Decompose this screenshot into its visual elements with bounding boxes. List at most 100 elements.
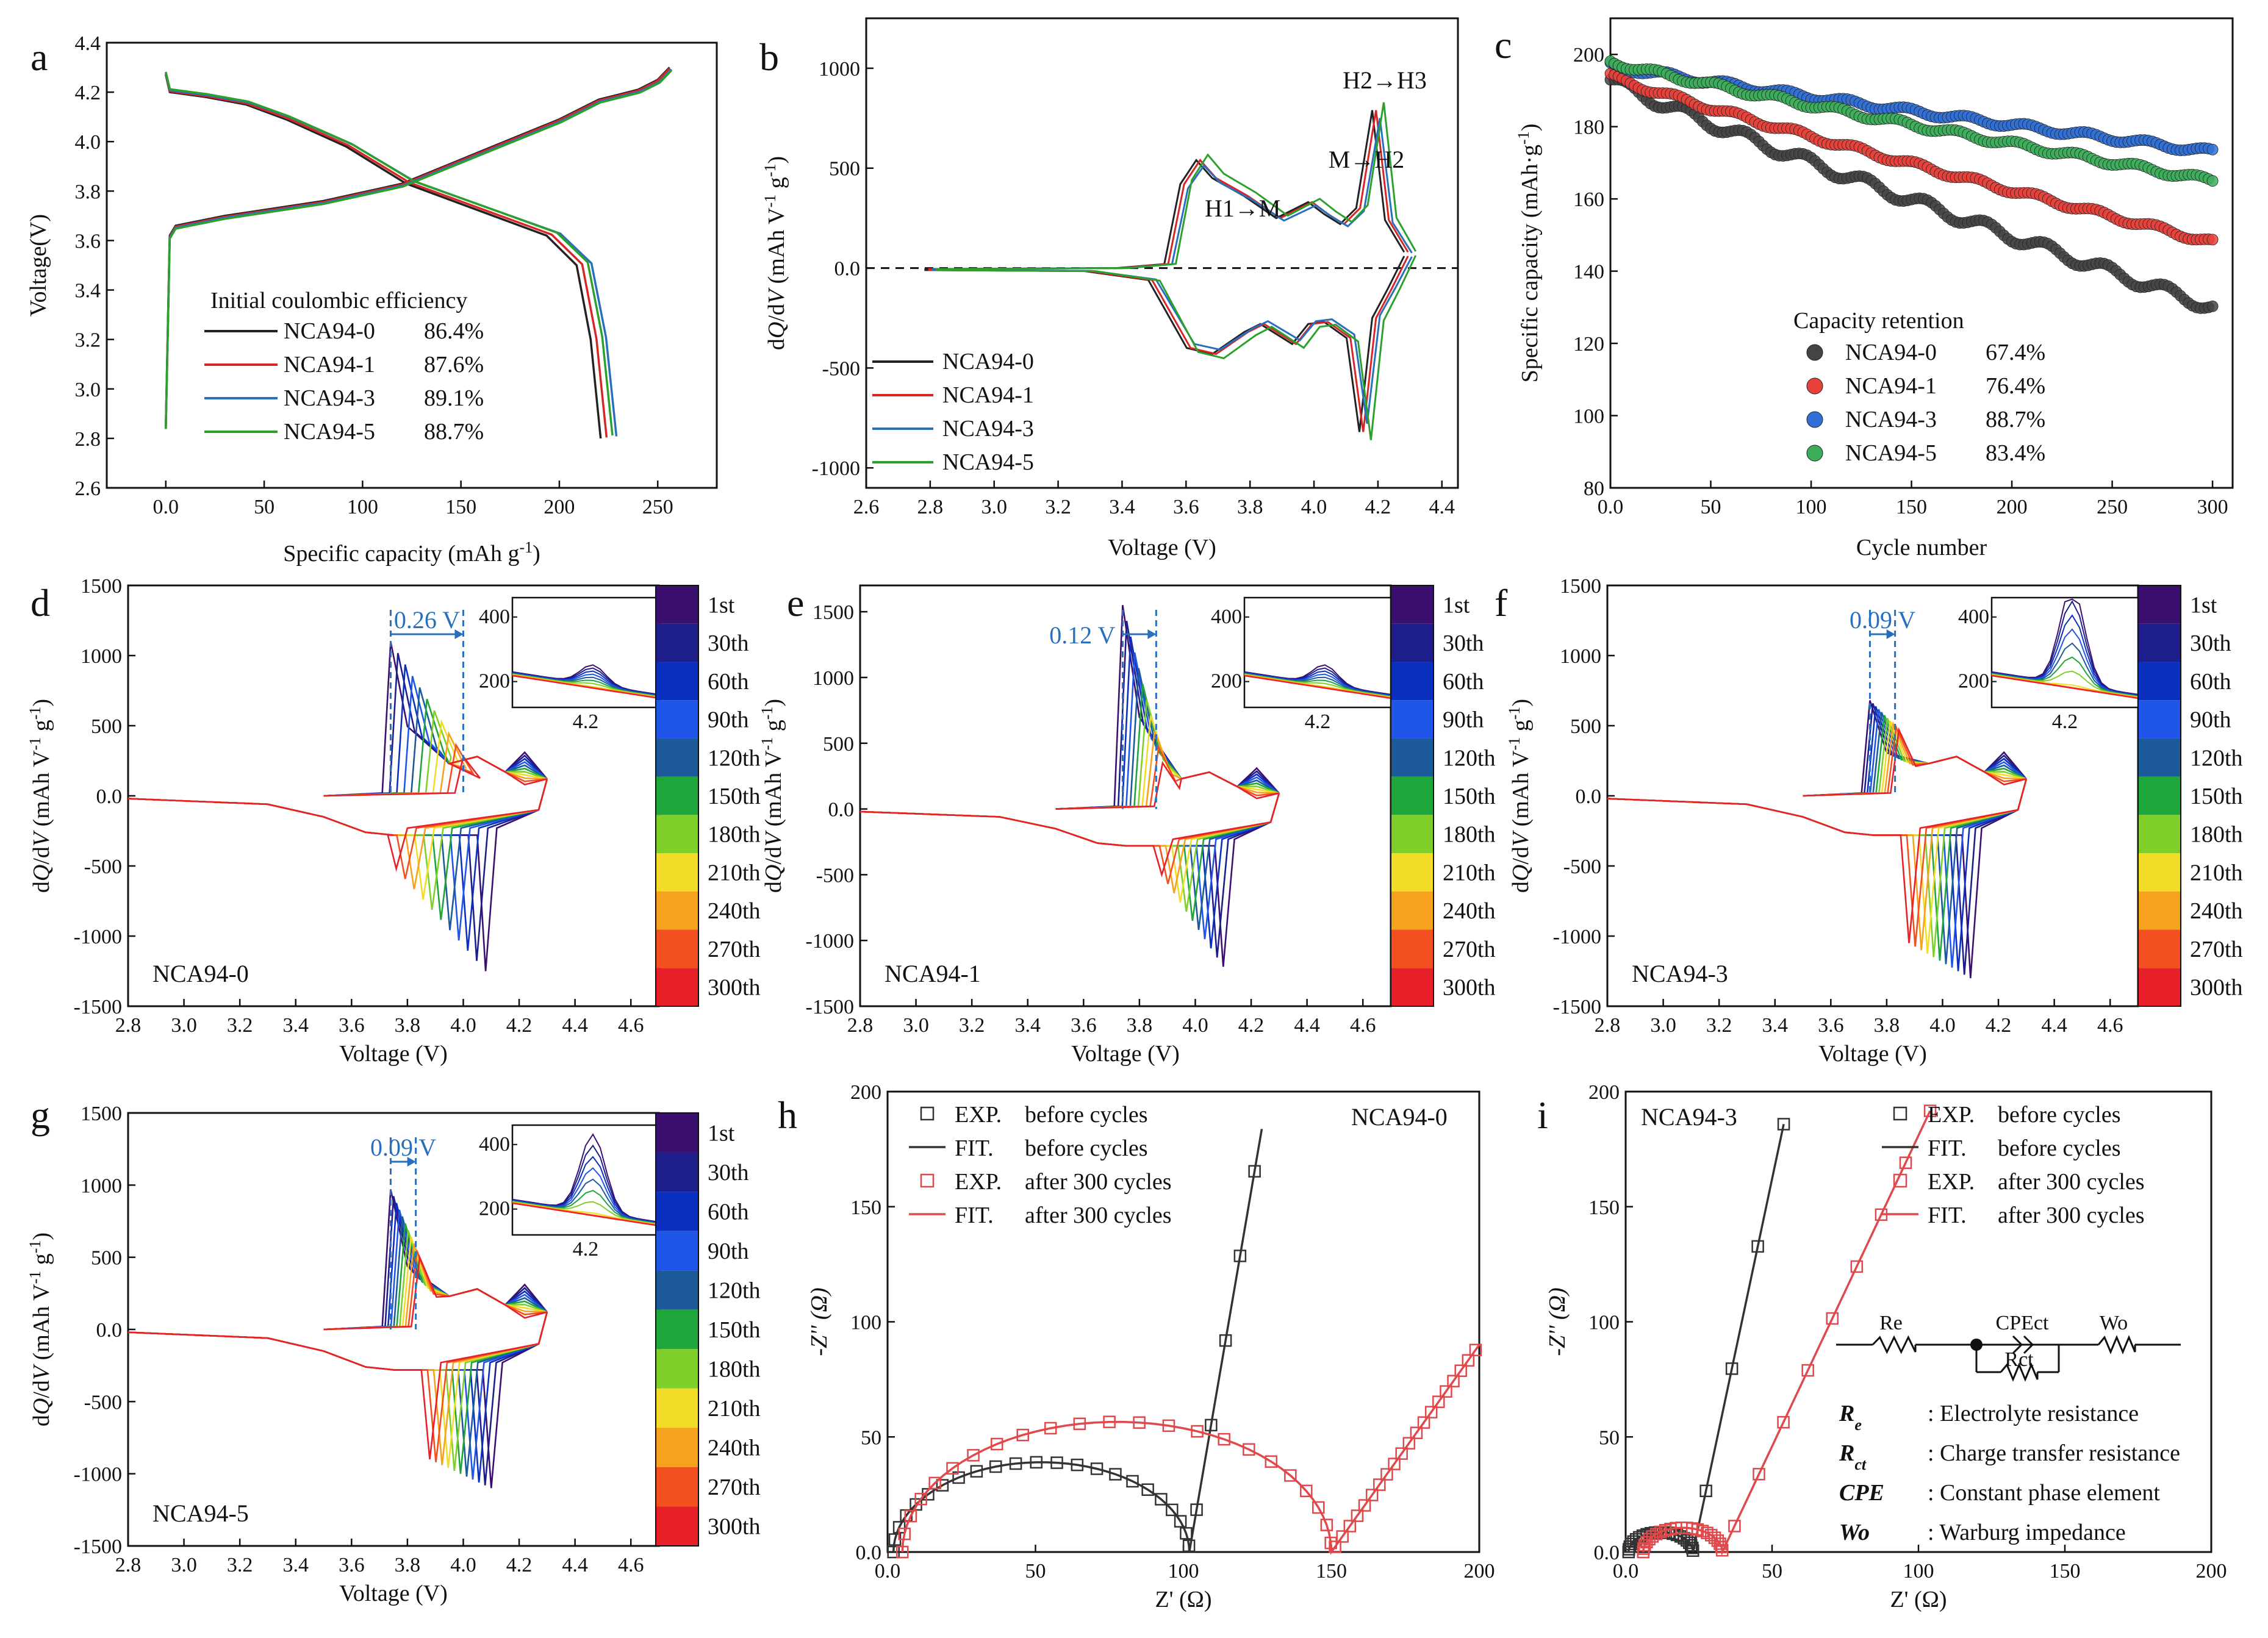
charge-curve: [323, 1254, 548, 1331]
colorbar-segment: [656, 853, 698, 892]
panel-h: 0.0 50 100 150 200 0.0 50 100 150 200 h -Z'' (Ω) Z' …: [778, 1081, 1495, 1612]
x-axis-label-part: Z' (Ω): [1890, 1587, 1947, 1612]
y-axis-label-part: d: [764, 338, 789, 350]
colorbar-segment: [656, 1467, 698, 1507]
charge-curve: [165, 70, 673, 429]
x-tick-label: 200: [1464, 1560, 1495, 1583]
y-tick-label: 50: [861, 1426, 881, 1449]
x-tick-label: 4.0: [1929, 1014, 1956, 1037]
colorbar-label: 90th: [2190, 707, 2231, 733]
data-point: [1071, 1458, 1084, 1472]
inset-tick-label: 400: [1958, 606, 1989, 628]
x-tick-label: 3.0: [903, 1014, 929, 1037]
plot-frame: [1609, 17, 2234, 489]
colorbar-label: 210th: [1443, 860, 1496, 885]
discharge-curve: [127, 779, 548, 910]
y-axis-label-part: ): [761, 699, 786, 707]
colorbar-segment: [1391, 929, 1434, 968]
colorbar-label: 60th: [2190, 669, 2231, 695]
discharge-curve: [127, 779, 548, 941]
y-tick-label: -500: [816, 864, 854, 887]
x-tick-label: 0.0: [875, 1560, 901, 1583]
shift-arrowhead: [407, 1157, 416, 1167]
data-point: [1454, 1364, 1467, 1377]
colorbar-label: 240th: [2190, 898, 2243, 924]
x-tick-label: 100: [347, 496, 378, 518]
x-axis-label-part: Voltage (V): [1818, 1041, 1927, 1067]
data-point: [928, 1476, 941, 1490]
colorbar-segment: [1391, 968, 1434, 1006]
colorbar-segment: [656, 891, 698, 930]
y-axis-label-part: V: [764, 287, 789, 304]
y-axis-label-part: /d: [764, 304, 789, 322]
x-axis-label: Specific capacity (mAh g-1): [283, 538, 540, 567]
data-point: [1090, 1462, 1103, 1475]
data-point: [1850, 1260, 1864, 1273]
y-axis-label-part: g: [764, 177, 789, 195]
legend-label: NCA94-1: [284, 352, 375, 377]
colorbar-segment: [1391, 815, 1434, 854]
cpe-symbol: [2012, 1335, 2034, 1354]
colorbar-label: 120th: [2190, 745, 2243, 771]
y-axis-label-part: -1: [1505, 737, 1523, 751]
x-tick-label: 3.0: [171, 1014, 197, 1037]
definition-symbol-sub: ct: [1854, 1456, 1867, 1473]
inset-x-label: 4.2: [2052, 710, 2078, 733]
sample-label: NCA94-0: [1351, 1103, 1448, 1131]
panel-label: e: [787, 581, 804, 624]
fit-curve: [1627, 1124, 1785, 1553]
resistor-re: [1871, 1335, 1917, 1354]
x-tick-label: 50: [1701, 496, 1721, 518]
x-tick-label: 3.4: [1014, 1014, 1041, 1037]
panel-a: 0.0 50 100 150 200 250 2.6 2.8 3.0 3.2 3.4 3.6 3.8 4.…: [26, 32, 718, 567]
data-point: [1696, 1525, 1709, 1537]
y-axis-label-part: -1: [761, 195, 779, 208]
colorbar-label: 60th: [1443, 669, 1484, 695]
data-point: [1050, 1456, 1063, 1469]
y-tick-label: 120: [1573, 333, 1604, 356]
data-point: [1687, 1544, 1699, 1557]
data-point: [898, 1528, 911, 1540]
y-tick-label: 1000: [81, 1175, 122, 1197]
charge-curve: [1803, 703, 2027, 797]
shift-arrowhead: [454, 629, 464, 639]
y-tick-label: 100: [1588, 1312, 1620, 1334]
panel-label: h: [778, 1093, 797, 1137]
definition-text: : Electrolyte resistance: [1928, 1401, 2139, 1426]
inset-x-label: 4.2: [1305, 710, 1331, 733]
data-point: [1265, 1455, 1278, 1468]
colorbar-segment: [2138, 891, 2181, 930]
y-tick-label: 500: [91, 1247, 122, 1270]
data-point: [1182, 1539, 1196, 1552]
y-axis-label-part: g: [1508, 720, 1534, 737]
y-axis-label-part: ): [29, 1232, 54, 1240]
colorbar-label: 270th: [2190, 937, 2243, 962]
legend-label: NCA94-0: [942, 349, 1034, 374]
y-tick-label: 150: [1588, 1196, 1620, 1219]
y-tick-label: 1500: [81, 1103, 122, 1125]
colorbar-label: 300th: [1443, 975, 1496, 1001]
x-tick-label: 2.8: [917, 496, 944, 518]
x-tick-label: 0.0: [153, 496, 179, 518]
charge-curve: [1803, 720, 2027, 797]
fit-curve: [901, 1344, 1480, 1556]
charge-curve: [1803, 727, 2027, 797]
y-tick-label: -1000: [74, 1464, 122, 1486]
colorbar-label: 120th: [708, 1278, 761, 1303]
colorbar-label: 1st: [2190, 592, 2217, 618]
data-point: [1126, 1475, 1139, 1488]
panel-label: g: [31, 1093, 50, 1137]
y-tick-label: 0.0: [96, 1319, 123, 1342]
data-point: [1016, 1428, 1029, 1442]
x-tick-label: 0.0: [1613, 1560, 1639, 1583]
y-tick-label: -500: [84, 1391, 122, 1414]
charge-curve: [931, 118, 1413, 270]
data-point: [1388, 1457, 1401, 1470]
discharge-curve: [931, 256, 1413, 424]
y-axis-label: dQ/dV (mAh V-1 g-1): [26, 699, 55, 893]
annotation: H2→H3: [1343, 66, 1427, 94]
definition-symbol-main: CPE: [1839, 1480, 1884, 1506]
y-axis-label-part: g: [29, 720, 54, 737]
x-tick-label: 3.4: [1762, 1014, 1788, 1037]
panel-e: 2.8 3.0 3.2 3.4 3.6 3.8 4.0 4.2 4.4 4.6-1500-1000…: [758, 581, 1496, 1067]
